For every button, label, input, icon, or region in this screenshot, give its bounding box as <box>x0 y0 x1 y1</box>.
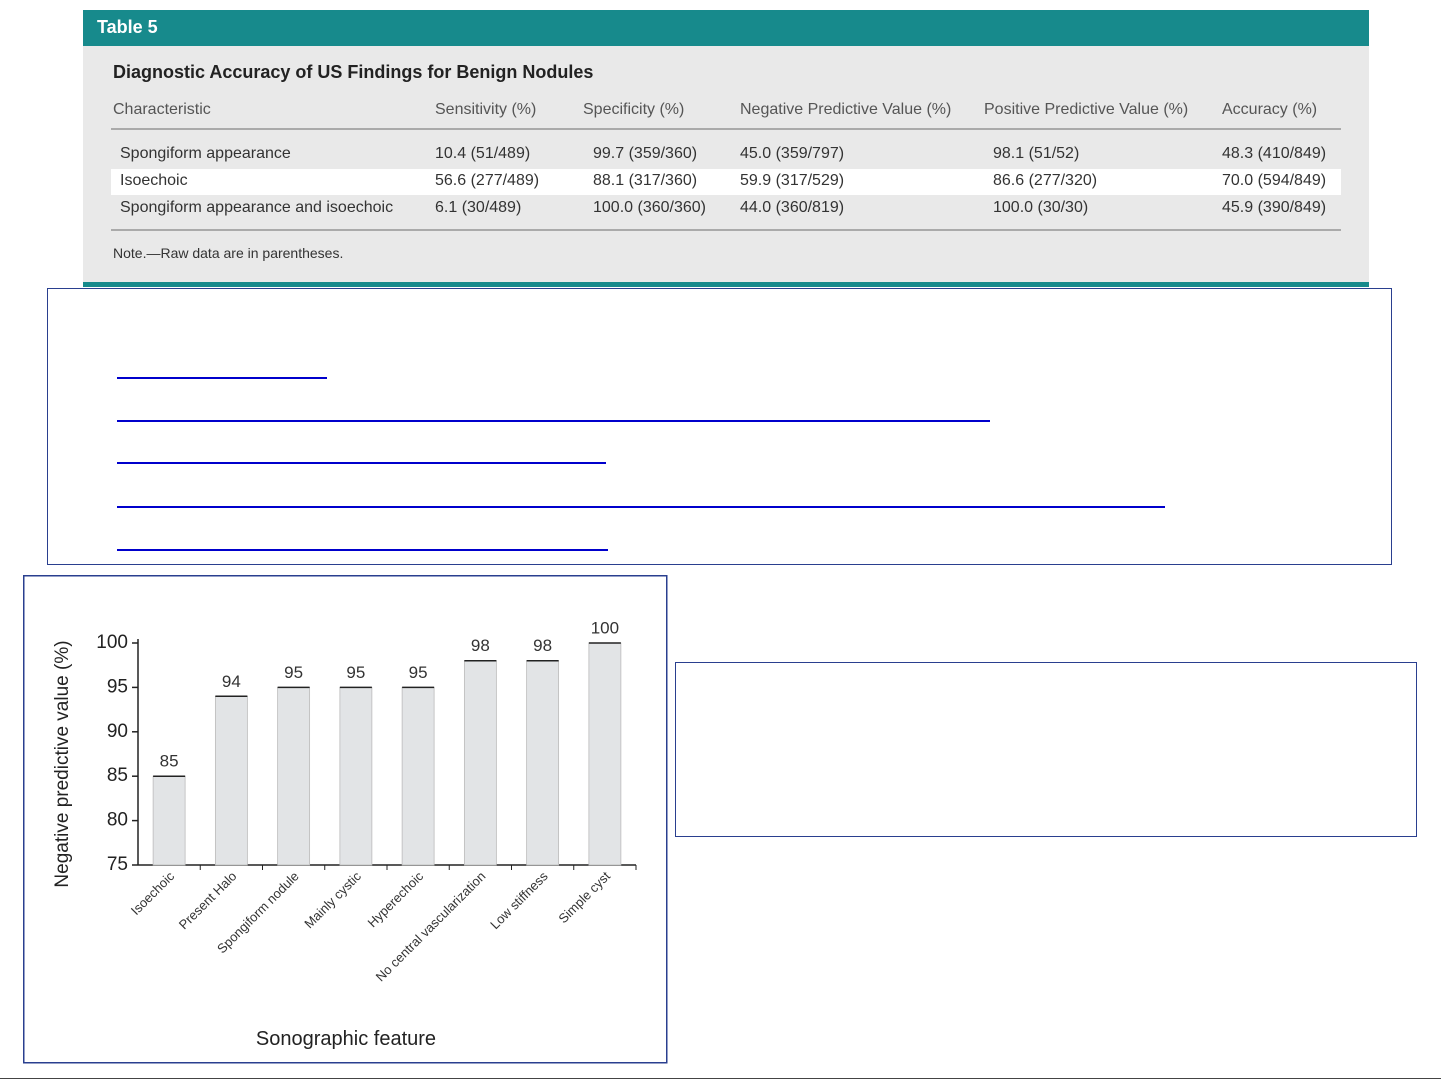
bar <box>277 687 311 866</box>
header-rule <box>111 128 1341 130</box>
column-header: Negative Predictive Value (%) <box>740 101 952 118</box>
table-cell: 44.0 (360/819) <box>740 199 845 216</box>
column-header: Characteristic <box>113 101 211 118</box>
link-underline <box>117 420 990 422</box>
table-cell: 70.0 (594/849) <box>1222 172 1327 189</box>
column-header: Sensitivity (%) <box>435 101 537 118</box>
table-cell: 100.0 (30/30) <box>993 199 1089 216</box>
bar <box>339 687 373 866</box>
x-tick-label: Low stiffness <box>487 868 551 932</box>
table-footer-band <box>83 282 1369 287</box>
value-label: 95 <box>284 663 303 682</box>
y-tick-label: 85 <box>107 765 128 786</box>
y-tick-label: 80 <box>107 810 128 831</box>
value-label: 85 <box>160 752 179 771</box>
value-label: 94 <box>222 672 241 691</box>
value-label: 100 <box>591 618 619 637</box>
value-label: 95 <box>346 663 365 682</box>
x-tick-label: No central vascularization <box>373 869 489 985</box>
y-tick-label: 90 <box>107 721 128 742</box>
column-header: Positive Predictive Value (%) <box>984 101 1189 118</box>
bar <box>526 660 560 866</box>
table-cell: 88.1 (317/360) <box>593 172 698 189</box>
x-tick-label: Simple cyst <box>555 868 613 926</box>
bar <box>588 642 622 866</box>
bar <box>152 775 186 866</box>
table-cell: 98.1 (51/52) <box>993 145 1080 162</box>
x-tick-label: Present Halo <box>176 869 240 933</box>
table-cell: Isoechoic <box>120 172 188 189</box>
chart-frame <box>23 575 668 1064</box>
table-note: Note.—Raw data are in parentheses. <box>113 245 344 261</box>
table-cell: Spongiform appearance <box>120 145 291 162</box>
bar <box>463 660 497 866</box>
table-cell: Spongiform appearance and isoechoic <box>120 199 394 216</box>
y-tick-label: 95 <box>107 676 128 697</box>
x-axis-label: Sonographic feature <box>256 1028 436 1050</box>
column-header: Specificity (%) <box>583 101 685 118</box>
table-cell: 100.0 (360/360) <box>593 199 706 216</box>
page-bottom-rule <box>0 1078 1441 1079</box>
link-underline <box>117 462 606 464</box>
table-cell: 45.0 (359/797) <box>740 145 845 162</box>
table-title: Diagnostic Accuracy of US Findings for B… <box>113 62 594 82</box>
table-label: Table 5 <box>97 17 158 37</box>
empty-box <box>675 662 1417 837</box>
link-underline <box>117 506 1165 508</box>
value-label: 98 <box>533 636 552 655</box>
value-label: 98 <box>471 636 490 655</box>
table-cell: 45.9 (390/849) <box>1222 199 1327 216</box>
bar <box>401 687 435 866</box>
table-cell: 99.7 (359/360) <box>593 145 698 162</box>
x-tick-label: Hyperechoic <box>365 868 427 930</box>
column-header: Accuracy (%) <box>1222 101 1318 118</box>
table-cell: 10.4 (51/489) <box>435 145 531 162</box>
table-panel: Table 5 Diagnostic Accuracy of US Findin… <box>83 10 1369 287</box>
link-box <box>47 288 1392 565</box>
bottom-rule <box>111 229 1341 231</box>
table-cell: 86.6 (277/320) <box>993 172 1098 189</box>
link-underline <box>117 549 608 551</box>
x-tick-label: Mainly cystic <box>301 868 364 931</box>
bar <box>214 695 248 866</box>
table-header-band <box>83 10 1369 46</box>
table-cell: 56.6 (277/489) <box>435 172 540 189</box>
y-axis-label: Negative predictive value (%) <box>52 640 73 887</box>
row-highlight <box>111 169 1341 195</box>
table-cell: 6.1 (30/489) <box>435 199 522 216</box>
table-cell: 59.9 (317/529) <box>740 172 845 189</box>
link-underline <box>117 377 327 379</box>
x-tick-label: Isoechoic <box>128 868 178 918</box>
y-tick-label: 100 <box>96 632 128 653</box>
value-label: 95 <box>409 663 428 682</box>
y-tick-label: 75 <box>107 854 128 875</box>
table-cell: 48.3 (410/849) <box>1222 145 1327 162</box>
